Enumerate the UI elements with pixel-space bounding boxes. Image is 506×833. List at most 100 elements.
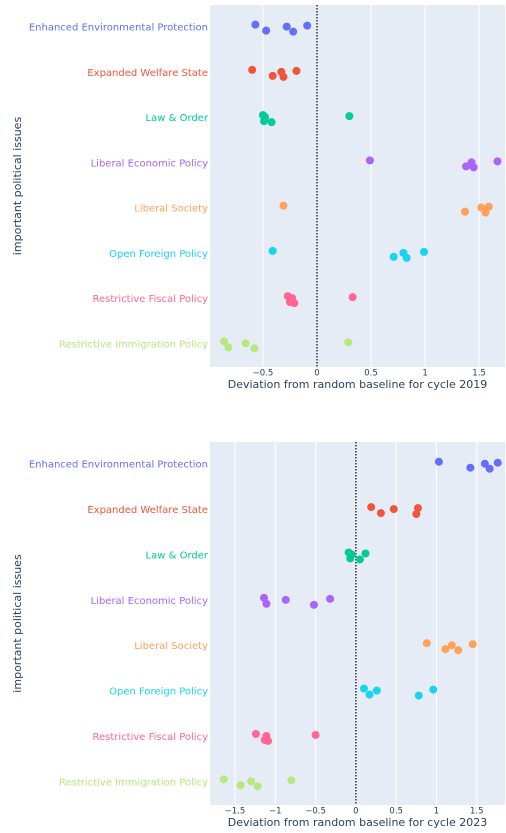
y-tick-label: Restrictive Immigration Policy <box>59 777 208 788</box>
point <box>279 72 288 81</box>
point <box>268 71 277 80</box>
point <box>481 208 490 217</box>
point <box>419 247 428 256</box>
point <box>347 550 356 559</box>
point <box>461 207 470 216</box>
x-tick-label: 1 <box>434 807 439 817</box>
y-tick-label: Enhanced Environmental Protection <box>29 460 208 471</box>
point <box>287 776 296 785</box>
point <box>236 781 245 790</box>
point <box>454 646 463 655</box>
point <box>251 20 260 29</box>
y-tick-label: Liberal Economic Policy <box>91 158 208 169</box>
x-tick-label: 0 <box>314 369 319 379</box>
y-tick-label: Restrictive Immigration Policy <box>59 339 208 350</box>
x-tick-label: 1 <box>422 369 427 379</box>
point <box>250 344 259 353</box>
point <box>219 775 228 784</box>
y-tick-label: Liberal Economic Policy <box>91 596 208 607</box>
x-tick-label: −0.5 <box>253 369 274 379</box>
point <box>309 600 318 609</box>
point <box>367 503 376 512</box>
x-tick-label: −0.5 <box>305 807 326 817</box>
y-tick-label: Enhanced Environmental Protection <box>29 23 208 34</box>
point <box>260 593 269 602</box>
point <box>344 338 353 347</box>
point <box>281 595 290 604</box>
point <box>262 599 271 608</box>
x-tick-label: 1.5 <box>470 807 484 817</box>
y-tick-label: Law & Order <box>146 113 209 124</box>
point <box>289 27 298 36</box>
point <box>468 640 477 649</box>
point <box>267 118 276 127</box>
x-tick-label: 0 <box>353 807 358 817</box>
point <box>345 112 354 121</box>
y-axis-title: important political issues <box>11 117 24 256</box>
point <box>372 686 381 695</box>
y-tick-label: Expanded Welfare State <box>87 68 208 79</box>
point <box>355 555 364 564</box>
point <box>414 691 423 700</box>
y-tick-label: Liberal Society <box>134 204 208 215</box>
point <box>279 201 288 210</box>
x-tick-label: 0.5 <box>364 369 378 379</box>
point <box>447 641 456 650</box>
x-tick-label: 1.5 <box>472 369 486 379</box>
point <box>348 293 357 302</box>
point <box>413 504 422 513</box>
point <box>292 66 301 75</box>
y-tick-label: Open Foreign Policy <box>109 249 208 260</box>
point <box>261 113 270 122</box>
point <box>485 464 494 473</box>
point <box>376 509 385 518</box>
point <box>466 463 475 472</box>
point <box>484 202 493 211</box>
point <box>251 729 260 738</box>
plot-background <box>210 5 505 367</box>
point <box>434 457 443 466</box>
x-tick-label: 0.5 <box>389 807 403 817</box>
point <box>480 459 489 468</box>
x-tick-label: −1 <box>269 807 282 817</box>
point <box>365 690 374 699</box>
point <box>247 777 256 786</box>
point <box>469 163 478 172</box>
point <box>326 594 335 603</box>
point <box>248 65 257 74</box>
point <box>389 505 398 514</box>
point <box>253 782 262 791</box>
point <box>361 549 370 558</box>
point <box>311 730 320 739</box>
point <box>429 685 438 694</box>
y-tick-label: Open Foreign Policy <box>109 687 208 698</box>
point <box>493 157 502 166</box>
point <box>224 343 233 352</box>
point <box>389 252 398 261</box>
point <box>268 246 277 255</box>
y-tick-label: Expanded Welfare State <box>87 505 208 516</box>
point <box>220 337 229 346</box>
point <box>290 299 299 308</box>
point <box>264 736 273 745</box>
point <box>441 645 450 654</box>
point <box>402 253 411 262</box>
x-tick-label: −1.5 <box>225 807 246 817</box>
plot-background <box>210 442 505 805</box>
y-tick-label: Restrictive Fiscal Policy <box>93 294 209 305</box>
point <box>493 458 502 467</box>
y-axis-title: important political issues <box>11 554 24 693</box>
point <box>365 156 374 165</box>
point <box>422 639 431 648</box>
x-axis-title: Deviation from random baseline for cycle… <box>228 816 487 829</box>
point <box>282 22 291 31</box>
y-tick-label: Liberal Society <box>134 641 208 652</box>
point <box>359 684 368 693</box>
y-tick-label: Restrictive Fiscal Policy <box>93 732 209 743</box>
x-axis-title: Deviation from random baseline for cycle… <box>228 378 487 391</box>
point <box>412 510 421 519</box>
point <box>303 21 312 30</box>
point <box>241 339 250 348</box>
point <box>262 26 271 35</box>
